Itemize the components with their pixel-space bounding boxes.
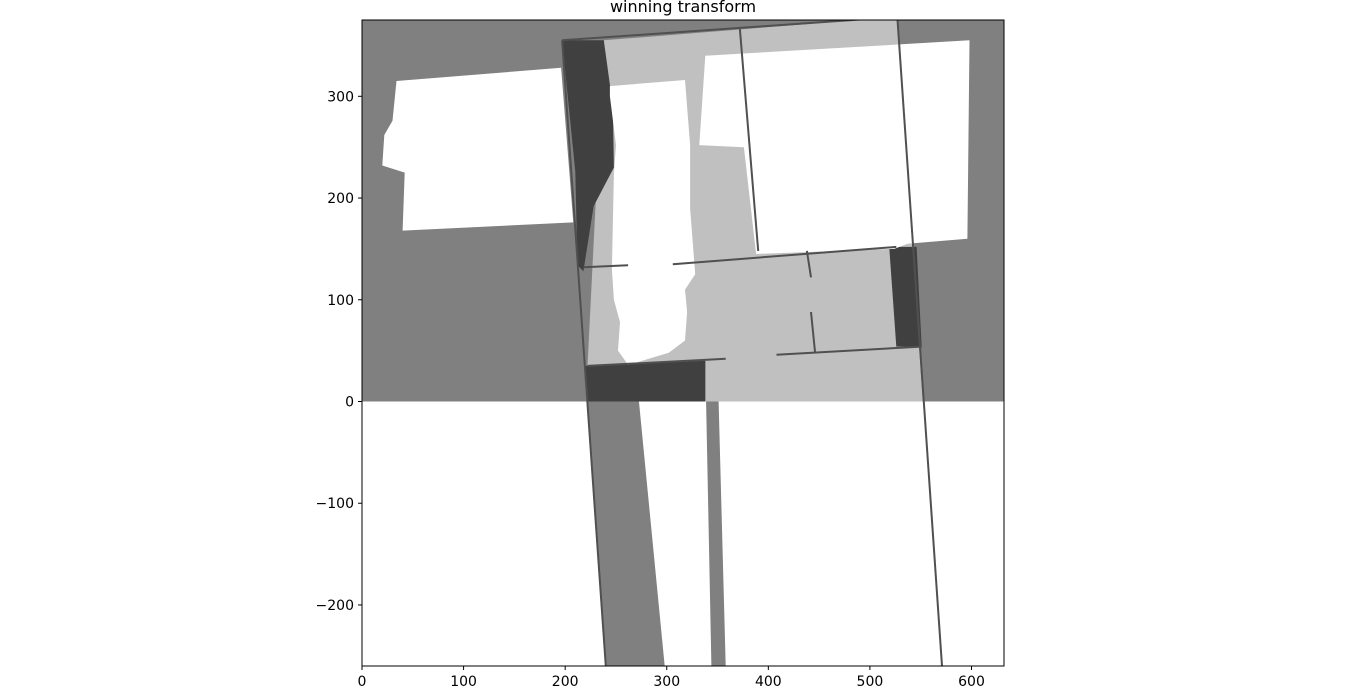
- y-tick-label: −200: [316, 598, 354, 614]
- y-tick-label: −100: [316, 496, 354, 512]
- wall-line-0: [562, 20, 868, 42]
- x-tick-label: 100: [450, 674, 477, 688]
- plot-area: [362, 20, 1004, 666]
- x-tick-label: 500: [857, 674, 884, 688]
- axes-frame: [361, 19, 1005, 667]
- wall-line-3: [738, 29, 760, 251]
- dark-band-5: [585, 360, 706, 402]
- dark-band-4: [562, 40, 614, 272]
- dark-band-6: [889, 246, 922, 347]
- wall-line-8: [805, 250, 812, 278]
- wall-line-5: [583, 264, 629, 269]
- wall-line-9: [810, 311, 817, 353]
- wall-line-2: [561, 40, 607, 666]
- y-tick-label: 300: [327, 89, 354, 105]
- x-tick-label: 600: [958, 674, 985, 688]
- y-tick-label: 100: [327, 293, 354, 309]
- x-tick-label: 400: [755, 674, 782, 688]
- room-9: [609, 80, 696, 365]
- map-regions: [362, 20, 1004, 666]
- x-axis: 0 100 200 300 400 500 600: [358, 666, 985, 688]
- wall-line-1: [896, 20, 943, 666]
- x-tick-label: 0: [358, 674, 367, 688]
- wall-line-7: [776, 345, 922, 356]
- y-tick-label: 200: [327, 191, 354, 207]
- map-walls: [561, 20, 943, 666]
- chart-title: winning transform: [610, 0, 756, 16]
- wall-line-4: [672, 245, 897, 266]
- transformed-strip-2: [705, 360, 726, 666]
- y-axis: −200 −100 0 100 200 300: [316, 89, 362, 614]
- x-tick-label: 200: [552, 674, 579, 688]
- room-7: [382, 67, 574, 231]
- y-tick-label: 0: [345, 394, 354, 410]
- x-tick-label: 300: [653, 674, 680, 688]
- wall-line-6: [587, 357, 726, 367]
